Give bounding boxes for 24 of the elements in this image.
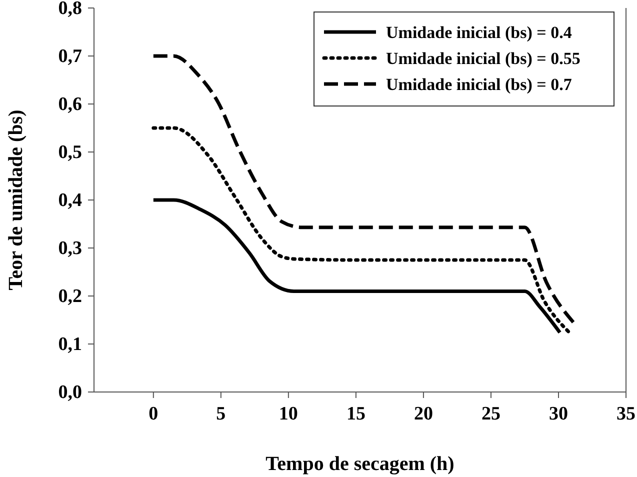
y-tick-label: 0,0	[58, 382, 82, 404]
y-tick-label: 0,4	[58, 190, 82, 212]
line-series	[152, 126, 572, 334]
legend-label: Umidade inicial (bs) = 0.7	[386, 75, 572, 94]
x-axis-title: Tempo de secagem (h)	[266, 453, 454, 475]
x-tick-label: 35	[616, 403, 636, 424]
y-tick-label: 0,3	[58, 238, 82, 260]
y-tick-label: 0,2	[58, 286, 82, 308]
x-tick-label: 10	[278, 403, 298, 424]
x-tick-label: 30	[548, 403, 568, 424]
y-tick-label: 0,7	[58, 46, 82, 68]
y-tick-label: 0,5	[58, 142, 82, 164]
x-tick-label: 15	[346, 403, 366, 424]
y-tick-label: 0,6	[58, 94, 82, 116]
x-tick-label: 0	[148, 403, 158, 424]
x-tick-label: 25	[481, 403, 500, 424]
x-tick-label: 5	[216, 403, 226, 424]
y-tick-label: 0,1	[58, 334, 82, 356]
x-tick-label: 20	[414, 403, 433, 424]
legend-label: Umidade inicial (bs) = 0.55	[386, 49, 580, 68]
y-axis-title: Teor de umidade (bs)	[5, 110, 27, 290]
y-tick-label: 0,8	[58, 0, 82, 20]
line-series	[152, 198, 562, 334]
legend-label: Umidade inicial (bs) = 0.4	[386, 23, 572, 42]
